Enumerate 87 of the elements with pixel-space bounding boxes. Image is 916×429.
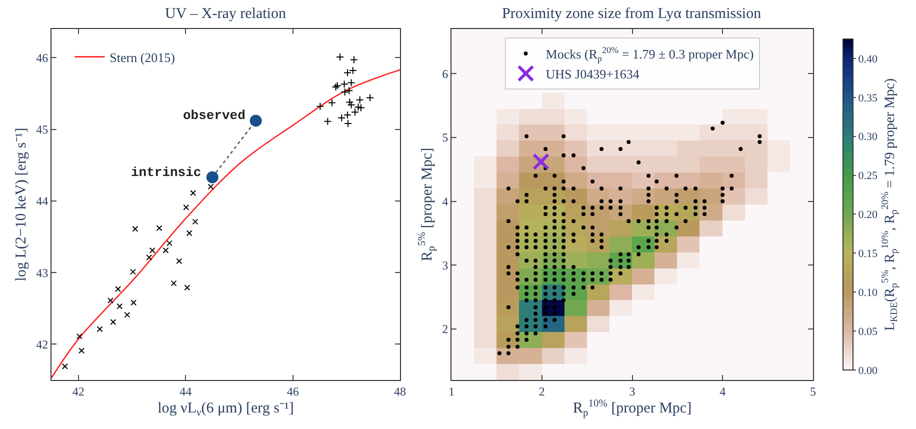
point — [347, 78, 356, 87]
point — [78, 348, 85, 354]
point — [62, 363, 68, 370]
legend-label: Mocks (R$_{p}$$^{20%}$ = 1.79 ± 0.3 proper Mpc) — [546, 45, 754, 64]
point — [338, 114, 346, 122]
point — [190, 190, 196, 196]
point — [344, 68, 352, 77]
point — [208, 184, 214, 190]
annotation: intrinsic — [131, 165, 202, 180]
color-bar-label: 0.20 — [858, 209, 878, 222]
point — [108, 297, 114, 304]
color-bar-label: 0.00 — [858, 364, 878, 377]
point — [345, 86, 354, 95]
x-tick-label: 4 — [720, 384, 726, 398]
x-tick-label: 44 — [180, 384, 192, 398]
color-bar-label: 0.25 — [858, 170, 878, 182]
point — [340, 80, 348, 88]
point — [96, 326, 103, 332]
point — [116, 303, 123, 310]
point — [328, 98, 336, 107]
color-bar-label: 0.40 — [858, 53, 878, 66]
y-tick-label: 2 — [442, 322, 448, 336]
point — [130, 300, 137, 306]
point — [344, 110, 352, 119]
y-tick-label: 42 — [36, 337, 48, 352]
x-axis-title: R$_{p}$$^{10%}$ [proper Mpc] — [572, 398, 692, 419]
color-bar-label: 0.10 — [858, 286, 878, 299]
line-series — [52, 69, 400, 378]
point — [344, 120, 352, 128]
x-tick-label: 48 — [394, 384, 406, 398]
point — [130, 268, 136, 275]
y-tick-label: 44 — [36, 194, 48, 208]
y-tick-label: 3 — [442, 258, 448, 272]
point — [192, 218, 198, 225]
point — [336, 52, 344, 61]
point — [348, 66, 357, 75]
point — [316, 102, 324, 110]
point — [250, 114, 262, 127]
legend-label: UHS J0439+1634 — [546, 66, 640, 82]
x-axis-title: log νL$_{ν}$(6 μm) [erg s⁻¹] — [158, 400, 294, 419]
x-tick-label: 5 — [810, 384, 816, 398]
point — [340, 88, 349, 96]
point — [76, 333, 82, 340]
point — [354, 103, 362, 112]
point — [176, 258, 182, 264]
point — [146, 254, 152, 261]
y-tick-label: 46 — [36, 50, 48, 65]
x-tick-label: 1 — [448, 384, 455, 398]
color-bar-label: 0.30 — [858, 131, 878, 144]
point — [366, 94, 374, 102]
x-tick-label: 42 — [72, 384, 84, 398]
y-axis-title: log L(2−10 keV) [erg s⁻¹] — [13, 128, 30, 282]
point — [166, 240, 172, 246]
point — [184, 284, 190, 291]
chart-title: UV – X-ray relation — [165, 6, 286, 22]
point — [350, 56, 358, 64]
x-tick-label: 46 — [286, 384, 299, 398]
point — [156, 225, 162, 232]
point — [183, 204, 190, 210]
point — [124, 312, 130, 318]
annotation: observed — [183, 108, 246, 123]
y-tick-label: 45 — [36, 122, 48, 136]
point — [162, 247, 169, 254]
point — [110, 318, 116, 325]
point — [347, 100, 356, 109]
legend-label: Stern (2015) — [110, 50, 176, 65]
point — [132, 226, 138, 232]
point — [356, 104, 365, 112]
color-bar-label: 0.05 — [858, 326, 878, 338]
y-tick-label: 43 — [36, 266, 48, 280]
point — [170, 280, 177, 286]
color-bar-label: 0.15 — [858, 248, 878, 260]
point — [206, 171, 218, 184]
point — [324, 117, 332, 126]
y-tick-label: 5 — [442, 130, 448, 145]
point — [149, 247, 156, 254]
chart-title: Proximity zone size from Lyα transmission — [502, 6, 762, 22]
point — [115, 286, 122, 292]
point — [356, 96, 364, 104]
x-tick-label: 3 — [629, 384, 636, 398]
y-tick-label: 4 — [442, 194, 448, 209]
point — [346, 98, 354, 106]
color-bar-label: 0.35 — [858, 92, 878, 104]
y-tick-label: 6 — [442, 66, 448, 81]
point — [351, 108, 360, 116]
point — [186, 230, 192, 236]
x-tick-label: 2 — [538, 384, 545, 398]
